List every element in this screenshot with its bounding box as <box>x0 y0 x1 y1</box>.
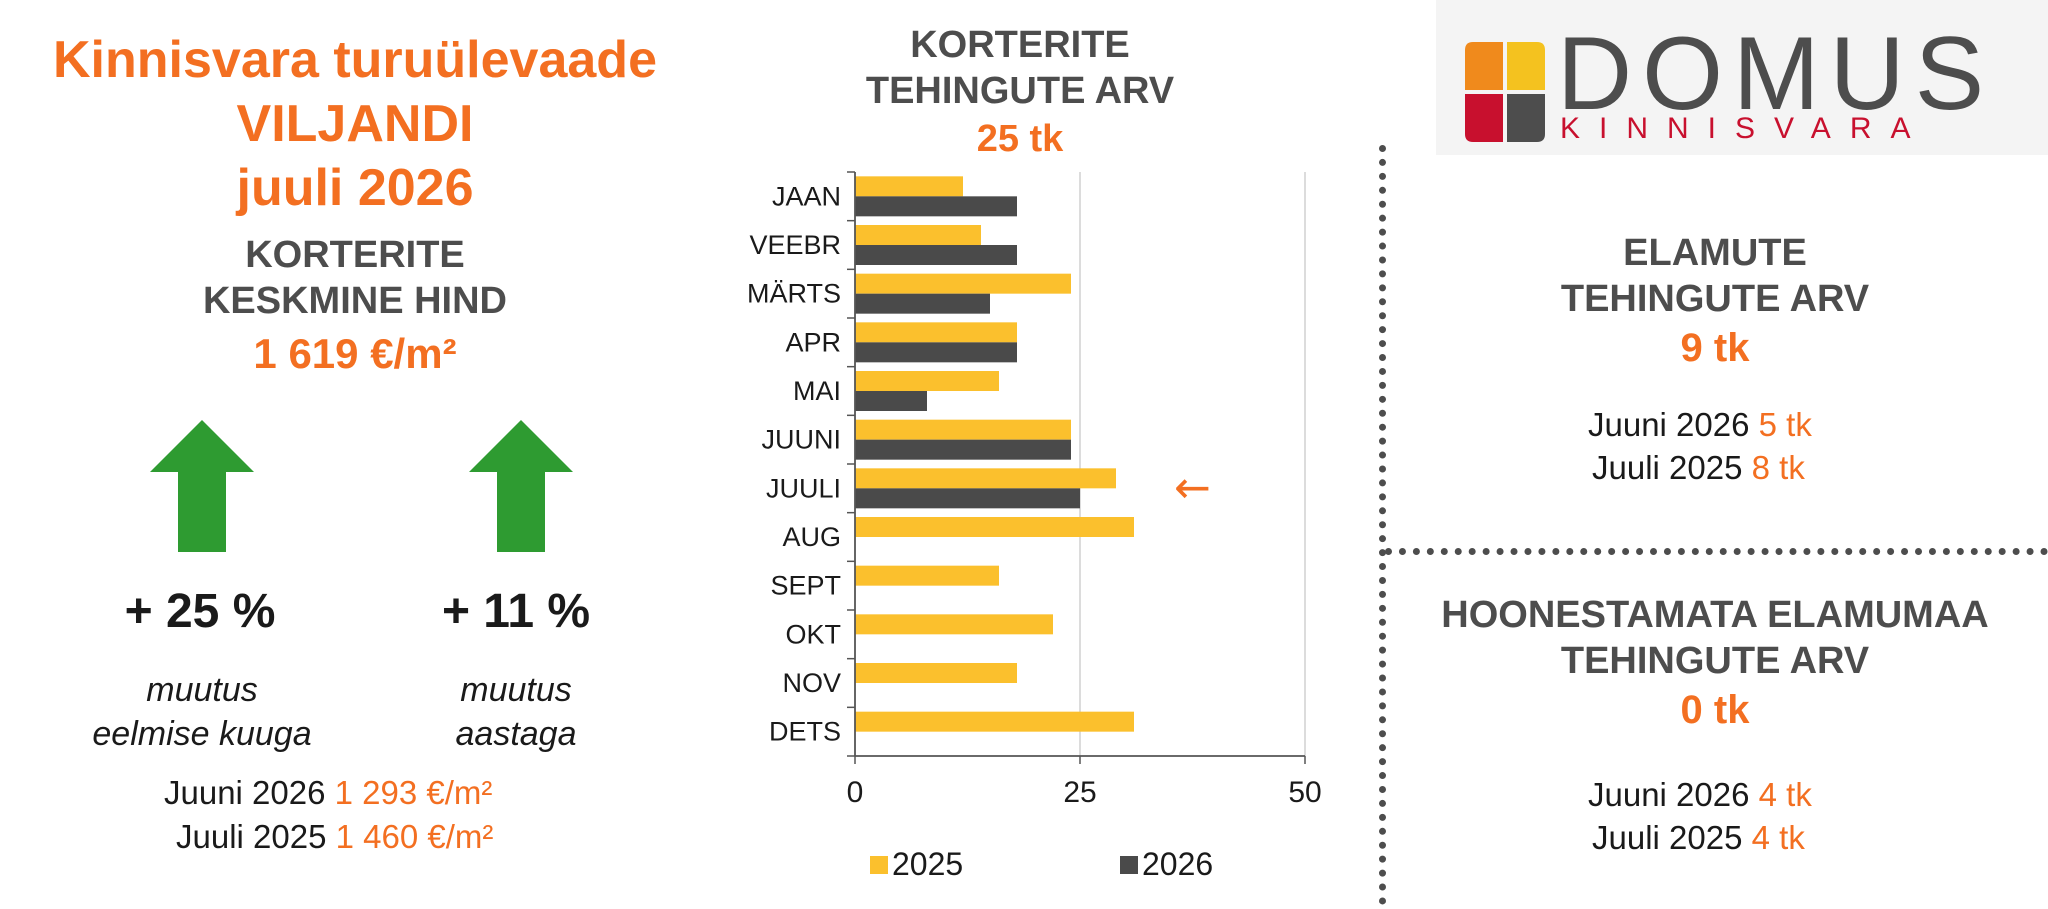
category-label: APR <box>785 327 841 357</box>
bar-2026 <box>855 439 1071 460</box>
category-label: OKT <box>785 619 841 649</box>
month-change-desc-line-2: eelmise kuuga <box>92 715 312 753</box>
category-label: VEEBR <box>749 230 841 260</box>
horizontal-divider <box>1385 548 2048 555</box>
x-tick-label: 0 <box>847 776 864 809</box>
houses-total: 9 tk <box>1680 326 1750 370</box>
bar-2025 <box>855 176 963 197</box>
compare-label: Juuni 2026 <box>1588 406 1750 443</box>
apartment-deals-chart: JAAN VEEBR MÄRTS APR MAI JUUNI JUULI ← AUG SEPT OK… <box>747 171 1322 882</box>
houses-title-line-2: TEHINGUTE ARV <box>1560 278 1870 320</box>
chart-title: KORTERITE TEHINGUTE ARV <box>810 22 1230 114</box>
bar-2026 <box>855 293 990 314</box>
category-label: DETS <box>769 717 841 747</box>
bar-2026 <box>855 342 1017 363</box>
bar-2025 <box>855 273 1071 294</box>
logo-name: DOMUS <box>1557 16 1995 132</box>
category-label: MAI <box>793 376 841 406</box>
arrow-up-icon <box>150 420 254 552</box>
bar-2025 <box>855 371 999 391</box>
category-label: MÄRTS <box>747 279 841 309</box>
category-label: NOV <box>782 668 841 698</box>
category-label: JUUNI <box>762 425 842 455</box>
bar-2026 <box>855 391 927 411</box>
avg-price-compare-row: Juuni 2026 1 293 €/m² <box>164 771 492 815</box>
bar-2025 <box>855 468 1116 489</box>
highlight-arrow-icon: ← <box>1174 462 1211 513</box>
year-change-value: + 11 % <box>441 585 591 638</box>
land-title: HOONESTAMATA ELAMUMAA TEHINGUTE ARV <box>1400 592 2030 684</box>
land-compare-row: Juuni 2026 4 tk <box>1588 773 1812 817</box>
houses-compare-row: Juuli 2025 8 tk <box>1592 446 1805 490</box>
compare-value: 4 tk <box>1751 819 1805 856</box>
bar-2026 <box>855 196 1017 217</box>
legend-swatch-2026 <box>1120 856 1138 874</box>
category-label: AUG <box>782 522 841 552</box>
title-line-2: VILJANDI <box>236 95 474 153</box>
bar-2025 <box>855 225 981 245</box>
land-total: 0 tk <box>1680 688 1750 732</box>
bar-2025 <box>855 565 999 586</box>
compare-label: Juuli 2025 <box>1592 449 1743 486</box>
compare-label: Juuli 2025 <box>176 818 327 855</box>
year-change-desc-line-1: muutus <box>460 671 572 709</box>
avg-price-value: 1 619 €/m² <box>253 330 457 377</box>
x-tick-label: 25 <box>1063 776 1096 809</box>
vertical-divider <box>1379 145 1386 905</box>
avg-price-label-line-2: KESKMINE HIND <box>202 280 508 322</box>
compare-value: 8 tk <box>1751 449 1805 486</box>
compare-label: Juuli 2025 <box>1592 819 1743 856</box>
compare-value: 1 460 €/m² <box>335 818 494 855</box>
year-change-desc: muutus aastaga <box>356 668 676 756</box>
month-change-desc: muutus eelmise kuuga <box>42 668 362 756</box>
compare-value: 5 tk <box>1758 406 1812 443</box>
compare-value: 4 tk <box>1758 776 1812 813</box>
compare-value: 1 293 €/m² <box>334 774 493 811</box>
title-line-3: juuli 2026 <box>236 159 474 217</box>
chart-title-line-1: KORTERITE <box>910 24 1130 66</box>
bar-2026 <box>855 245 1017 265</box>
houses-title-line-1: ELAMUTE <box>1623 232 1807 274</box>
compare-label: Juuni 2026 <box>164 774 326 811</box>
bar-2026 <box>855 488 1080 509</box>
avg-price-label: KORTERITE KESKMINE HIND <box>0 232 710 324</box>
bar-2025 <box>855 419 1071 440</box>
houses-compare-row: Juuni 2026 5 tk <box>1588 403 1812 447</box>
title-line-1: Kinnisvara turuülevaade <box>53 31 657 89</box>
avg-price-compare-row: Juuli 2025 1 460 €/m² <box>176 815 493 859</box>
year-change-desc-line-2: aastaga <box>455 715 577 753</box>
x-tick-label: 50 <box>1288 776 1321 809</box>
land-title-line-2: TEHINGUTE ARV <box>1560 640 1870 682</box>
arrow-up-icon <box>469 420 573 552</box>
bar-2025 <box>855 517 1134 537</box>
land-compare-row: Juuli 2025 4 tk <box>1592 816 1805 860</box>
category-label: JUULI <box>766 473 841 503</box>
bar-2025 <box>855 322 1017 343</box>
avg-price-label-line-1: KORTERITE <box>245 234 465 276</box>
legend-label-2025: 2025 <box>892 846 963 882</box>
month-change-desc-line-1: muutus <box>146 671 258 709</box>
land-title-line-1: HOONESTAMATA ELAMUMAA <box>1441 594 1989 636</box>
month-change-value: + 25 % <box>124 585 276 638</box>
houses-title: ELAMUTE TEHINGUTE ARV <box>1400 230 2030 322</box>
compare-label: Juuni 2026 <box>1588 776 1750 813</box>
legend-swatch-2025 <box>870 856 888 874</box>
chart-total: 25 tk <box>976 118 1064 160</box>
bar-2025 <box>855 614 1053 635</box>
chart-title-line-2: TEHINGUTE ARV <box>865 70 1175 112</box>
bar-2025 <box>855 711 1134 732</box>
bar-2025 <box>855 663 1017 683</box>
category-label: SEPT <box>770 571 841 601</box>
legend-label-2026: 2026 <box>1142 846 1213 882</box>
report-title: Kinnisvara turuülevaade VILJANDI juuli 2… <box>0 28 710 220</box>
domus-logo-icon <box>1465 42 1545 142</box>
category-label: JAAN <box>772 181 841 211</box>
logo-subtitle: KINNISVARA <box>1560 112 1930 145</box>
